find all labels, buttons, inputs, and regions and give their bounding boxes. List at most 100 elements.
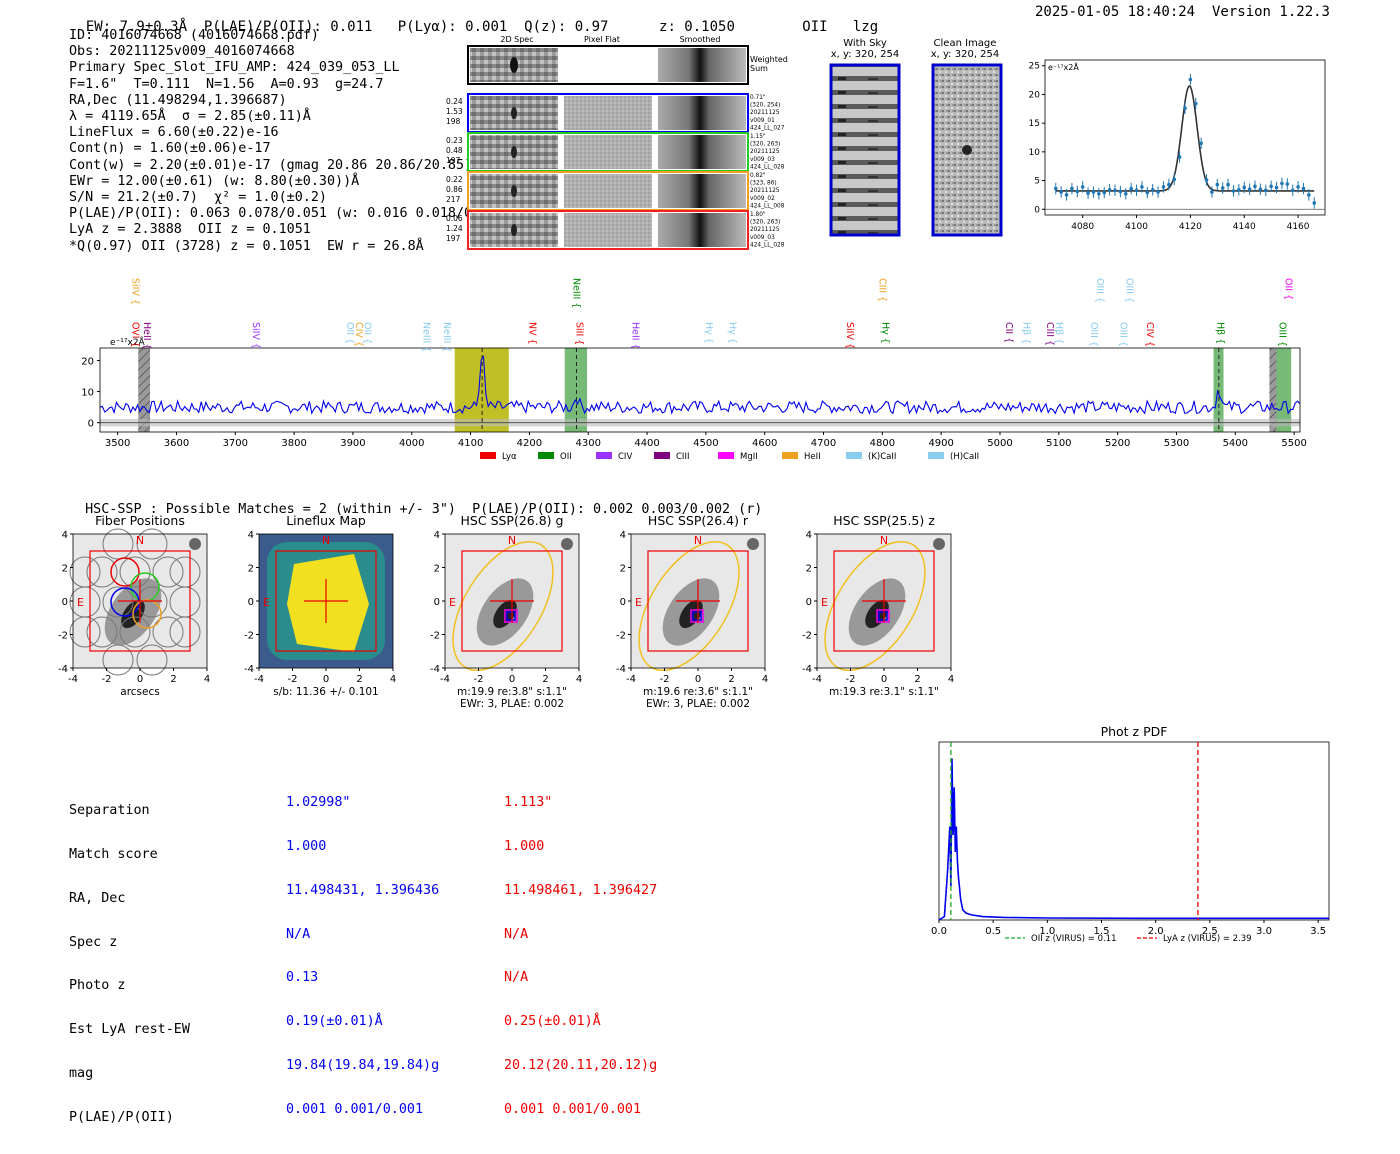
spectrum-line-label: CIII { [876, 278, 887, 302]
photz-xtick-label: 0.0 [931, 926, 947, 937]
spectrum-xtick-label: 5500 [1281, 438, 1306, 449]
stamp-emission [511, 107, 517, 119]
cutout-ytick-label: -2 [616, 631, 626, 642]
stamp-row-meta: (320, 254) [750, 103, 780, 109]
spectrum-line-label: Hβ { [1021, 322, 1032, 344]
match-label: Photo z [69, 978, 126, 994]
hsc-match-summary: HSC-SSP : Possible Matches = 2 (within +… [69, 487, 762, 517]
photz-title: Phot z PDF [1101, 724, 1168, 739]
cutout-ytick-label: 2 [806, 564, 812, 575]
fiber-circle [102, 528, 134, 560]
aperture-ellipse [638, 540, 740, 672]
fit-data-point [1247, 187, 1252, 191]
cutout-title: HSC SSP(26.8) g [461, 513, 564, 528]
spectrum-line-label: Hβ { [1215, 322, 1226, 344]
spectrum-line-label: OIII { [1276, 322, 1287, 347]
stamp-row-meta: v009_03 [750, 157, 775, 163]
cutout-xtick-label: -4 [440, 674, 450, 685]
match-2-values: 1.113" 1.000 11.498461, 1.396427 N/A N/A… [504, 767, 657, 1146]
spectrum-xtick-label: 4100 [458, 438, 483, 449]
cutout-ytick-label: 0 [620, 597, 626, 608]
cutout-xtick-label: -2 [660, 674, 670, 685]
cutout-xtick-label: -4 [68, 674, 78, 685]
spectrum-xtick-label: 3800 [281, 438, 306, 449]
info-line: Cont(w) = 2.20(±0.01)e-17 (gmag 20.86 20… [69, 157, 473, 173]
fit-data-point [1285, 182, 1290, 186]
neighbor-source [189, 538, 201, 550]
clean-image-label: Clean Image [933, 38, 997, 49]
header-timestamp: 2025-01-05 18:40:24 Version 1.22.3 [1035, 4, 1330, 20]
stamp-row-stat: 0.22 [446, 175, 463, 184]
spectrum-line-label: OIII { [1094, 278, 1105, 303]
emission-line-fit-plot: e⁻¹⁷x2Å 0 5 10 15 20 25 4080 4100 4120 4140 4160 [1029, 59, 1326, 232]
cutout-xtick-label: 0 [137, 674, 143, 685]
cutout-ytick-label: 0 [434, 597, 440, 608]
north-label: N [880, 534, 888, 547]
stamp-row-stat: 197 [446, 156, 461, 165]
stamp-header-pixelflat: Pixel Flat [584, 35, 620, 44]
fit-data-point [1113, 188, 1117, 193]
spectrum-shaded-region [138, 348, 150, 432]
cutout-xtick-label: 0 [509, 674, 515, 685]
match-marker-magenta [876, 609, 890, 623]
spectrum-line-label: Hγ { [703, 322, 714, 344]
cutout-xtick-label: 2 [728, 674, 734, 685]
stamp-row-meta: 424_LL_008 [750, 203, 785, 209]
spectrum-line-label: CIV { [353, 322, 364, 347]
spectrum-line-label: Hγ { [879, 322, 890, 344]
fit-data-point [1091, 190, 1096, 194]
cutout-ytick-label: -2 [802, 631, 812, 642]
info-line: λ = 4119.65Å σ = 2.85(±0.11)Å [69, 109, 311, 125]
aperture-ellipse [824, 540, 926, 672]
fit-xtick-label: 4140 [1233, 222, 1256, 232]
stamp-pixelflat [564, 213, 652, 247]
stamp-row-stat: 0.24 [446, 97, 463, 106]
detection-info: ID: 4016074668 (4016074668.pdf) Obs: 202… [69, 28, 512, 255]
spectrum-frame [99, 347, 1301, 433]
match-1-value: N/A [286, 926, 311, 942]
stamp-smoothed [658, 174, 746, 208]
cutout-xtick-label: 2 [542, 674, 548, 685]
stamp-smoothed [658, 96, 746, 130]
sky-images [829, 63, 1003, 237]
spectrum-xtick-label: 4300 [576, 438, 601, 449]
fit-data-point [1086, 191, 1090, 195]
fiber-circle [102, 586, 134, 618]
stamp-row-meta: (323, 86) [750, 181, 777, 187]
stamp-smoothed [658, 135, 746, 169]
cutout-ytick-label: 4 [434, 530, 440, 541]
with-sky-image [829, 63, 901, 237]
stamp-row-meta: v009_02 [750, 196, 775, 202]
cutout-ytick-label: 2 [434, 564, 440, 575]
spectrum-xtick-label: 4800 [870, 438, 895, 449]
match-1-value: 1.02998" [286, 795, 351, 811]
legend-swatch [928, 452, 944, 459]
fit-data-point [1059, 190, 1063, 194]
stamp-row-stat: 0.06 [446, 214, 463, 223]
neighbor-source [561, 538, 573, 550]
info-line: ID: 4016074668 (4016074668.pdf) [69, 28, 319, 43]
clean-image-title: Clean Image x, y: 320, 254 [925, 38, 1005, 60]
info-line: LineFlux = 6.60(±0.22)e-16 [69, 125, 279, 141]
fit-data-point [1150, 187, 1155, 192]
fit-data-point [1274, 185, 1279, 190]
spectrum-xtick-label: 3500 [105, 438, 130, 449]
cutout-xtick-label: -2 [846, 674, 856, 685]
stamp-row-stat: 217 [446, 195, 461, 204]
spectrum-line-label: NeIII { [441, 322, 452, 352]
fiber-circle [119, 556, 151, 588]
legend-swatch [718, 452, 734, 459]
fit-data-point [1080, 185, 1085, 189]
match-1-values: 1.02998" 1.000 11.498431, 1.396436 N/A 0… [286, 767, 439, 1146]
fit-data-point [1301, 186, 1306, 191]
photz-pdf-plot: Phot z PDF 0.0 0.5 1.0 1.5 2.0 2.5 3.0 3.5 OII z … [931, 724, 1330, 944]
spectrum-xtick-label: 5400 [1223, 438, 1248, 449]
legend-label: OII [560, 452, 572, 462]
fiber-red [110, 557, 140, 587]
stamp-row-stat: 0.48 [446, 146, 463, 155]
header-version: Version 1.22.3 [1211, 4, 1330, 20]
cutout-ytick-label: 4 [62, 530, 68, 541]
fiber-circle [152, 556, 184, 588]
spectrum-xtick-label: 4500 [693, 438, 718, 449]
spectrum-line-label: CII { [1003, 322, 1014, 343]
